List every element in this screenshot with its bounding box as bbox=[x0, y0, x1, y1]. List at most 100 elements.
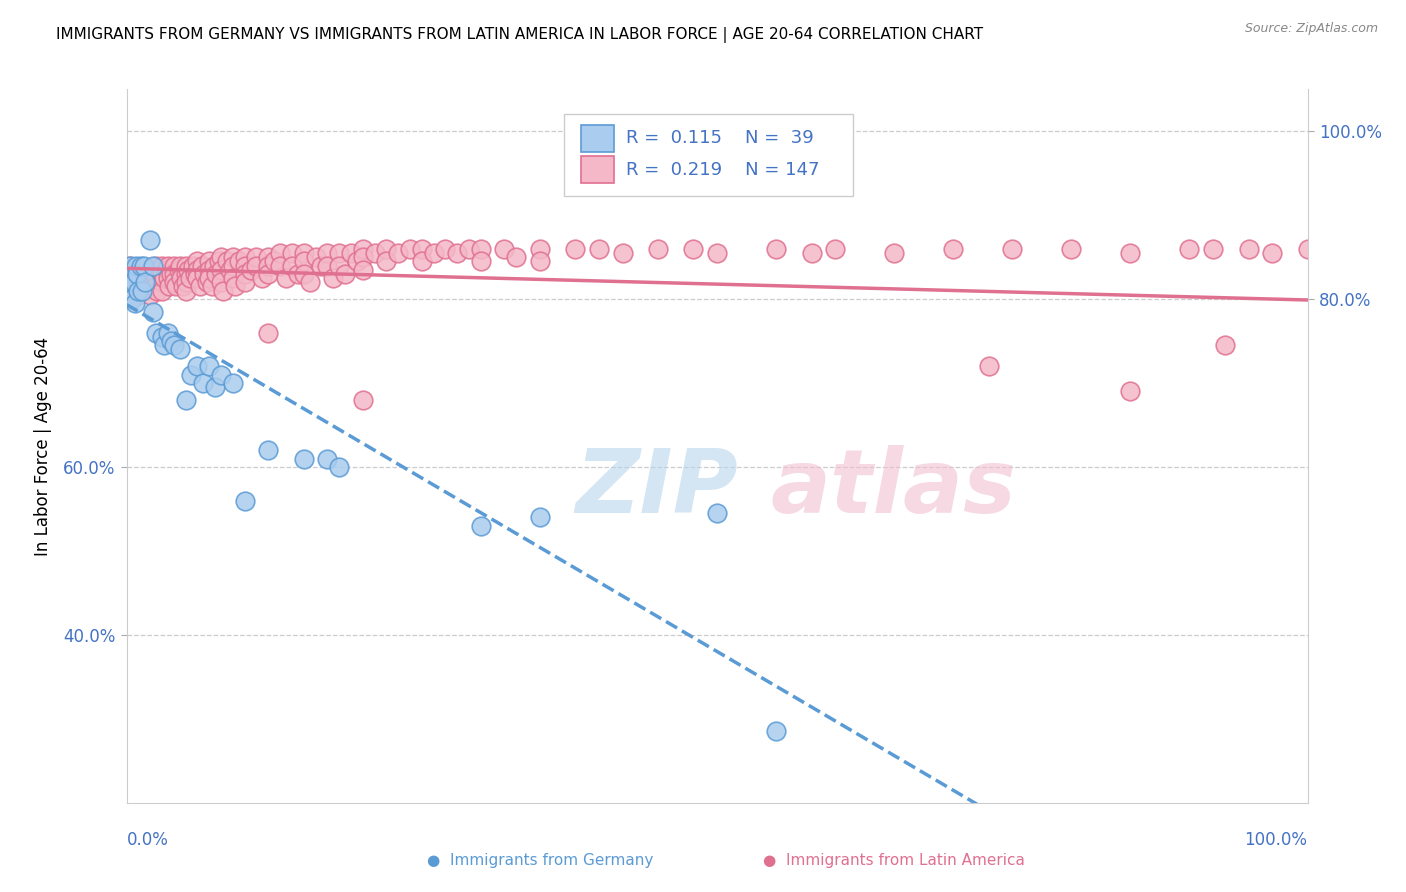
Point bbox=[139, 271, 162, 285]
Point bbox=[257, 259, 280, 273]
Point bbox=[198, 271, 221, 285]
Point bbox=[328, 460, 350, 475]
Point bbox=[153, 338, 176, 352]
Point bbox=[186, 254, 208, 268]
Point bbox=[139, 233, 162, 247]
Point bbox=[145, 279, 167, 293]
Point bbox=[180, 368, 202, 382]
Point bbox=[160, 267, 183, 281]
Point bbox=[174, 275, 197, 289]
Point bbox=[198, 254, 221, 268]
Point bbox=[165, 279, 187, 293]
Point bbox=[177, 262, 200, 277]
Point bbox=[202, 259, 225, 273]
Text: 0.0%: 0.0% bbox=[127, 831, 169, 849]
Point bbox=[163, 267, 186, 281]
Point bbox=[127, 262, 149, 277]
Point bbox=[298, 275, 321, 289]
Point bbox=[375, 242, 398, 256]
Point bbox=[209, 275, 232, 289]
Point bbox=[127, 279, 149, 293]
Point bbox=[322, 271, 344, 285]
Point bbox=[529, 510, 551, 524]
Point bbox=[163, 259, 186, 273]
Text: ●  Immigrants from Germany: ● Immigrants from Germany bbox=[426, 853, 654, 868]
Point bbox=[122, 275, 145, 289]
Point bbox=[215, 254, 238, 268]
Point bbox=[269, 246, 291, 260]
Point bbox=[311, 259, 333, 273]
Point bbox=[209, 262, 232, 277]
Point bbox=[149, 262, 172, 277]
Point bbox=[304, 250, 326, 264]
Point bbox=[1202, 242, 1225, 256]
Point bbox=[120, 275, 142, 289]
Point bbox=[470, 518, 492, 533]
Point bbox=[281, 246, 304, 260]
Point bbox=[153, 271, 176, 285]
Point bbox=[274, 271, 297, 285]
Point bbox=[824, 242, 846, 256]
Point bbox=[233, 493, 256, 508]
Point bbox=[186, 271, 208, 285]
Point bbox=[186, 262, 208, 277]
Point bbox=[125, 275, 148, 289]
Point bbox=[352, 262, 374, 277]
Point bbox=[588, 242, 610, 256]
Text: R =  0.115    N =  39: R = 0.115 N = 39 bbox=[626, 129, 814, 147]
Text: IMMIGRANTS FROM GERMANY VS IMMIGRANTS FROM LATIN AMERICA IN LABOR FORCE | AGE 20: IMMIGRANTS FROM GERMANY VS IMMIGRANTS FR… bbox=[56, 27, 983, 43]
Point bbox=[135, 271, 157, 285]
Point bbox=[1154, 821, 1177, 835]
Point bbox=[1060, 242, 1083, 256]
Point bbox=[529, 242, 551, 256]
Point bbox=[145, 271, 167, 285]
Point bbox=[205, 267, 228, 281]
Point bbox=[942, 242, 965, 256]
Point bbox=[141, 267, 163, 281]
Point bbox=[209, 250, 232, 264]
Point bbox=[363, 246, 385, 260]
Point bbox=[134, 267, 156, 281]
Point bbox=[122, 271, 145, 285]
Point bbox=[204, 380, 226, 394]
Point bbox=[316, 246, 339, 260]
Point bbox=[156, 326, 179, 340]
Point bbox=[239, 262, 262, 277]
Point bbox=[257, 267, 280, 281]
Point bbox=[198, 359, 221, 374]
Point bbox=[198, 262, 221, 277]
Point bbox=[233, 267, 256, 281]
Point bbox=[222, 250, 245, 264]
Point bbox=[612, 246, 634, 260]
Point bbox=[139, 288, 162, 302]
Point bbox=[156, 271, 179, 285]
Point bbox=[200, 279, 222, 293]
Point bbox=[219, 262, 242, 277]
Point bbox=[127, 288, 149, 302]
Point bbox=[193, 376, 215, 390]
Point bbox=[169, 343, 191, 357]
Point bbox=[124, 296, 146, 310]
Point bbox=[458, 242, 481, 256]
Point bbox=[883, 246, 905, 260]
Point bbox=[134, 259, 156, 273]
Point bbox=[163, 275, 186, 289]
Point bbox=[222, 259, 245, 273]
Point bbox=[174, 392, 197, 407]
Point bbox=[281, 259, 304, 273]
Point bbox=[167, 262, 190, 277]
Point bbox=[150, 259, 173, 273]
Point bbox=[156, 262, 179, 277]
Point bbox=[647, 242, 669, 256]
Point bbox=[352, 242, 374, 256]
Point bbox=[340, 246, 363, 260]
Point bbox=[257, 250, 280, 264]
Point bbox=[505, 250, 527, 264]
Point bbox=[139, 262, 162, 277]
Point bbox=[411, 242, 433, 256]
Point bbox=[233, 250, 256, 264]
Point bbox=[228, 254, 250, 268]
Point bbox=[127, 267, 149, 281]
Point bbox=[1119, 384, 1142, 399]
Point bbox=[1237, 242, 1260, 256]
